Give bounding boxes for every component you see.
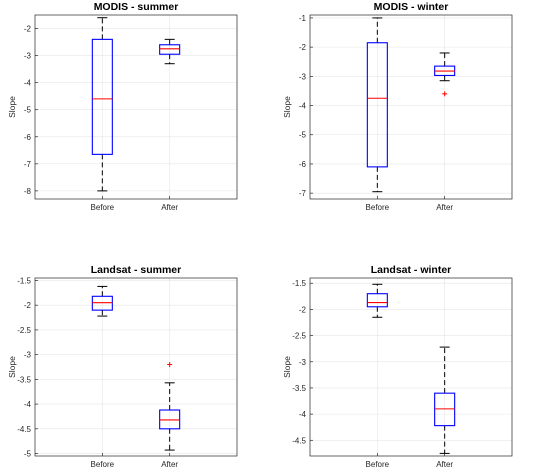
- y-tick-label: -3: [299, 358, 307, 367]
- x-tick-label: Before: [366, 203, 390, 212]
- x-tick-label: Before: [366, 460, 390, 469]
- x-tick-label: After: [436, 203, 453, 212]
- y-tick-label: -5: [24, 450, 32, 459]
- x-tick-label: Before: [91, 203, 115, 212]
- plot-frame: [309, 14, 513, 200]
- panel-4: -4.5 -4 -3.5 -3 -2.5 -2 -1.5 Before After Landsat…: [282, 264, 513, 469]
- plot-frame: [34, 14, 238, 200]
- box-before: [366, 17, 388, 193]
- chart-title: MODIS - summer: [94, 1, 179, 13]
- box-after: [159, 38, 181, 65]
- y-axis-label: Slope: [7, 356, 17, 378]
- y-axis-label: Slope: [282, 356, 292, 378]
- outlier-marker: [167, 362, 173, 368]
- y-tick-label: -3.5: [292, 384, 306, 393]
- y-tick-label: -4.5: [17, 425, 31, 434]
- chart-title: MODIS - winter: [374, 1, 449, 13]
- panel-3: -5 -4.5 -4 -3.5 -3 -2.5 -2 -1.5 Before After Lands…: [7, 264, 238, 469]
- box-before: [366, 283, 388, 318]
- iqr-box: [159, 44, 181, 55]
- plot-frame: [309, 277, 513, 457]
- y-tick-label: -3: [299, 72, 307, 81]
- y-tick-label: -5: [299, 131, 307, 140]
- y-tick-label: -7: [299, 189, 307, 198]
- x-tick-label: After: [161, 203, 178, 212]
- box-after: [434, 346, 456, 454]
- y-axis-label: Slope: [7, 96, 17, 118]
- chart-title: Landsat - summer: [91, 264, 181, 276]
- panel-2: -7 -6 -5 -4 -3 -2 -1 Before After MODIS - winter S…: [282, 1, 513, 212]
- y-tick-label: -5: [24, 106, 32, 115]
- y-tick-label: -6: [299, 160, 307, 169]
- y-tick-label: -3: [24, 52, 32, 61]
- y-tick-label: -2: [24, 25, 32, 34]
- y-tick-label: -8: [24, 187, 32, 196]
- plot-frame: [34, 277, 238, 457]
- y-tick-label: -1: [299, 14, 307, 23]
- y-tick-label: -2.5: [292, 332, 306, 341]
- y-tick-label: -4: [299, 410, 307, 419]
- box-after: [434, 52, 456, 97]
- box-before: [91, 285, 113, 317]
- y-tick-label: -2: [299, 43, 307, 52]
- box-after: [159, 362, 181, 451]
- outlier-marker: [442, 91, 448, 97]
- iqr-box: [91, 38, 113, 155]
- y-tick-label: -4: [24, 79, 32, 88]
- y-tick-label: -3: [24, 351, 32, 360]
- panel-1: -8 -7 -6 -5 -4 -3 -2 Before After MODIS - summer S…: [7, 1, 238, 212]
- y-tick-label: -2: [24, 301, 32, 310]
- x-tick-label: After: [161, 460, 178, 469]
- iqr-box: [366, 42, 388, 168]
- y-tick-label: -1.5: [292, 279, 306, 288]
- y-tick-label: -2.5: [17, 326, 31, 335]
- y-tick-label: -4.5: [292, 436, 306, 445]
- x-tick-label: After: [436, 460, 453, 469]
- y-tick-label: -4: [299, 102, 307, 111]
- y-tick-label: -6: [24, 133, 32, 142]
- box-before: [91, 17, 113, 192]
- y-tick-label: -2: [299, 305, 307, 314]
- y-tick-label: -7: [24, 160, 32, 169]
- x-tick-label: Before: [91, 460, 115, 469]
- iqr-box: [366, 293, 388, 308]
- y-tick-label: -3.5: [17, 375, 31, 384]
- y-tick-label: -4: [24, 400, 32, 409]
- chart-title: Landsat - winter: [371, 264, 452, 276]
- y-axis-label: Slope: [282, 96, 292, 118]
- y-tick-label: -1.5: [17, 276, 31, 285]
